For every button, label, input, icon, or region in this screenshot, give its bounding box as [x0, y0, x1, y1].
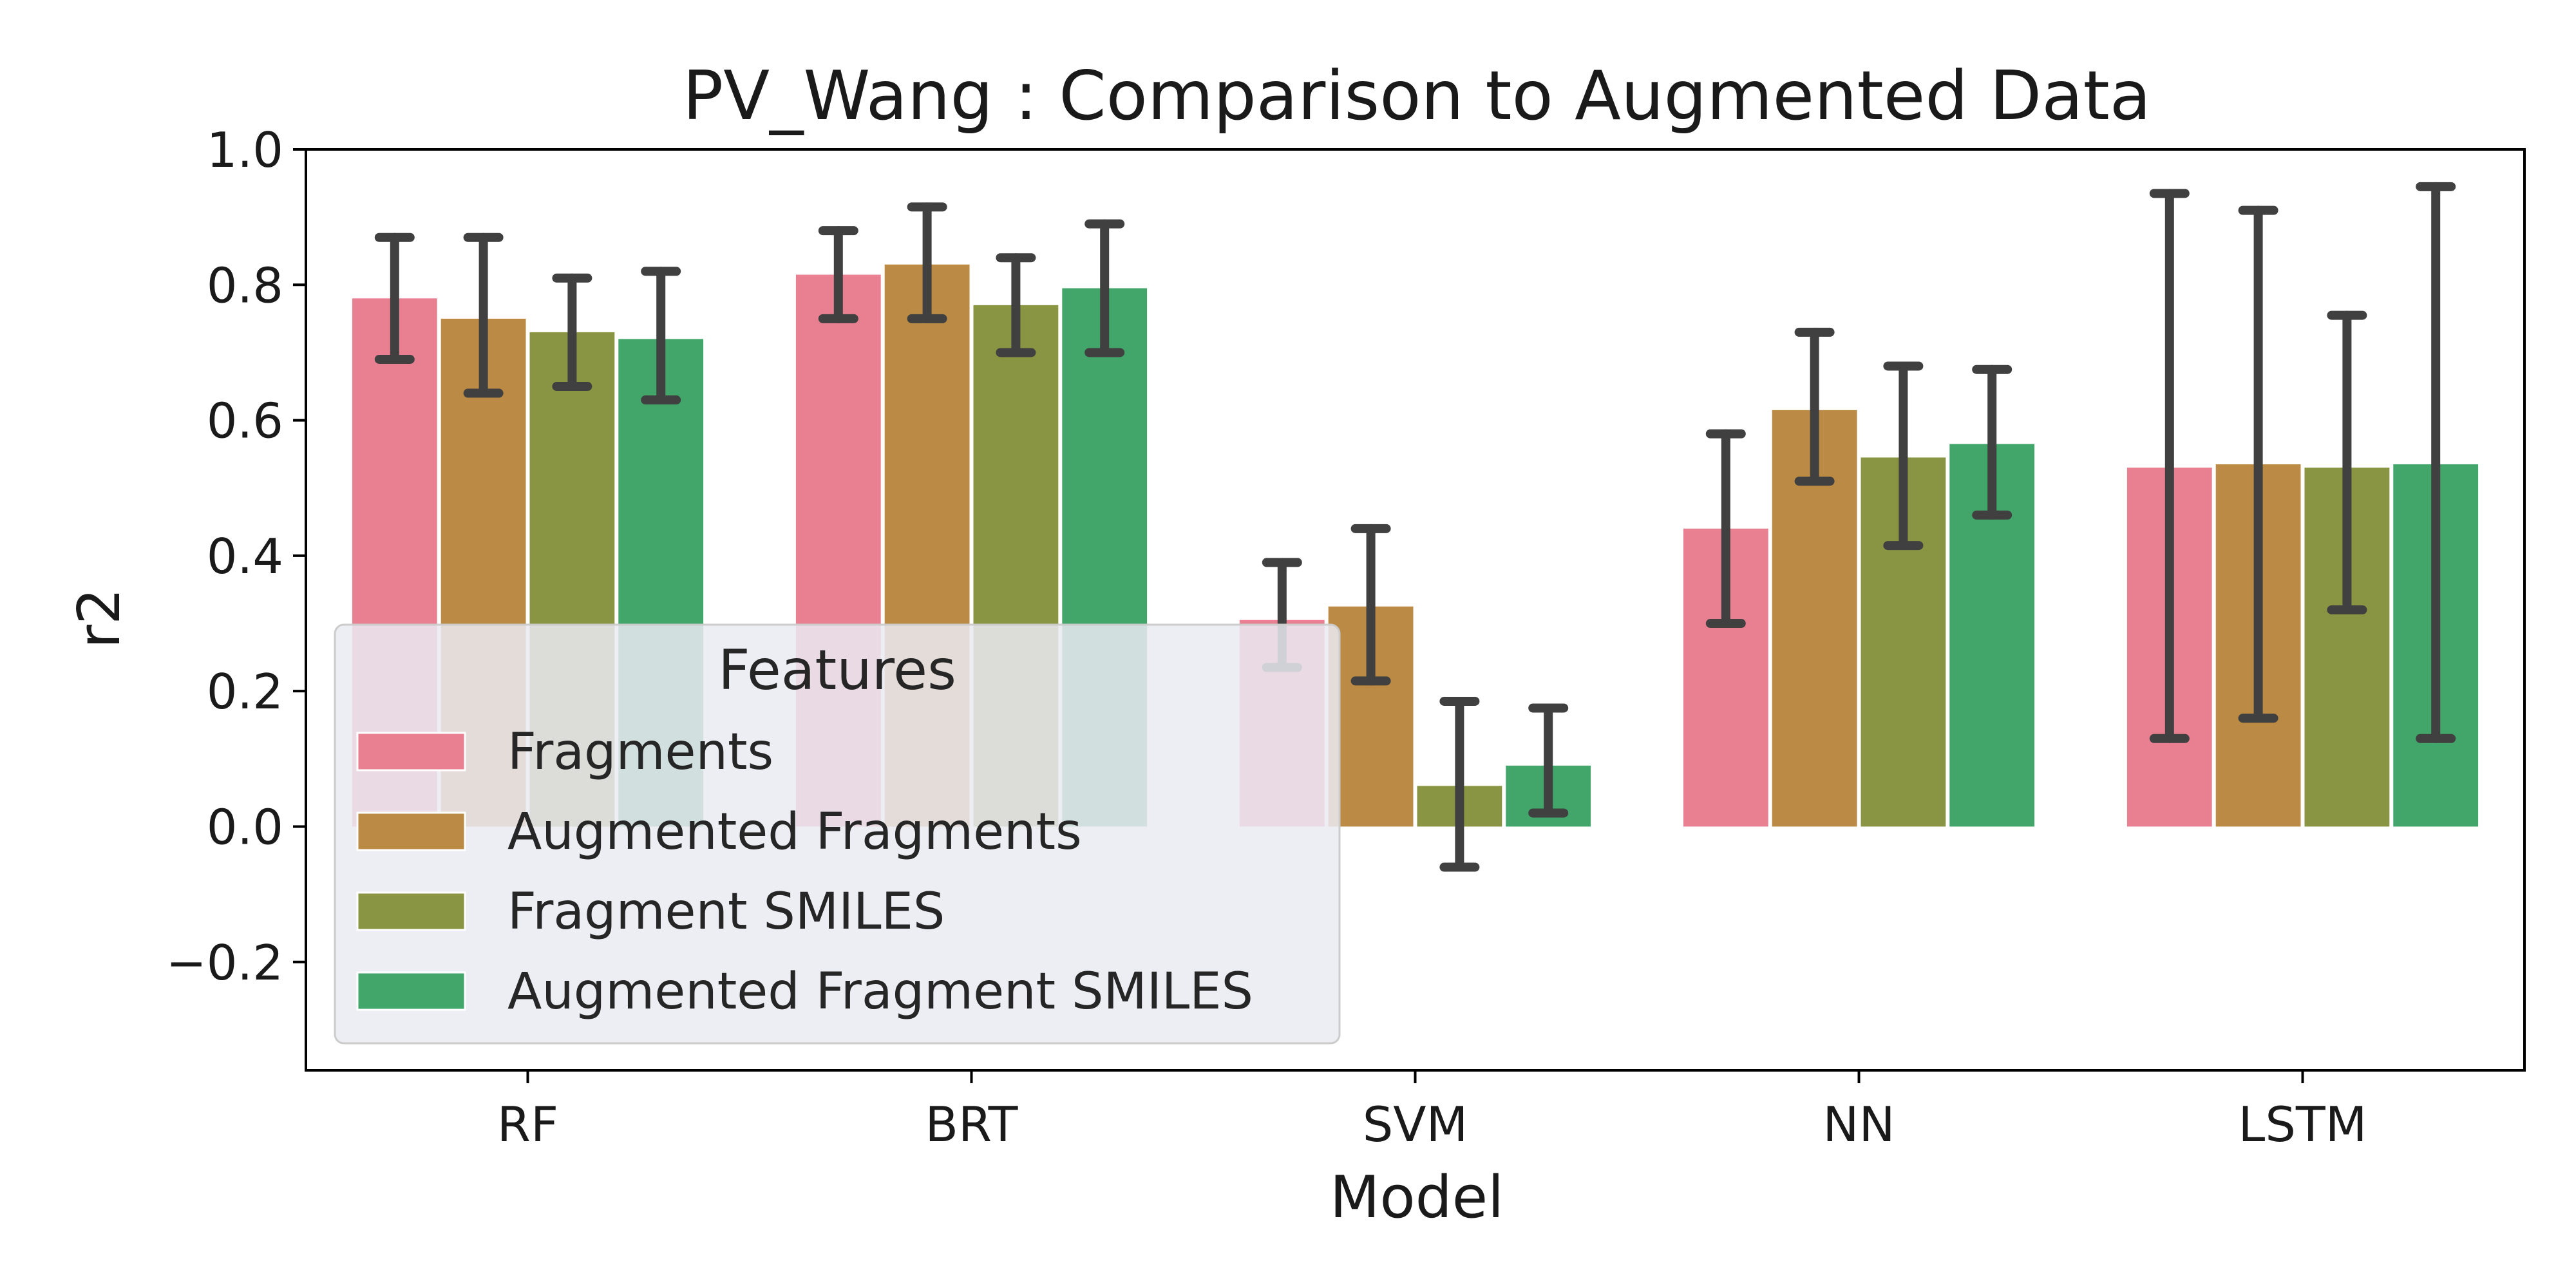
error-bar: [1883, 361, 1924, 551]
error-bar: [996, 253, 1036, 357]
legend-label: Augmented Fragment SMILES: [507, 963, 1253, 1021]
legend-swatch: [356, 732, 466, 772]
error-bar: [2416, 182, 2456, 743]
error-bar: [1705, 429, 1746, 629]
x-tick-label: BRT: [925, 1096, 1019, 1153]
y-tick-label: 0.4: [207, 528, 283, 585]
legend-item: Augmented Fragment SMILES: [356, 963, 1253, 1021]
legend-item: Fragment SMILES: [356, 883, 945, 941]
y-tick-label: −0.2: [166, 934, 283, 991]
y-tick-label: 0.6: [207, 393, 283, 450]
x-axis: RF BRT SVM NN LSTM: [497, 1070, 2367, 1153]
chart-title: PV_Wang : Comparison to Augmented Data: [683, 57, 2151, 135]
legend-swatch: [356, 971, 466, 1011]
error-bar: [374, 232, 415, 364]
error-bar: [1439, 696, 1480, 872]
error-bar: [907, 202, 947, 323]
error-bar: [1972, 365, 2012, 520]
legend-item: Augmented Fragments: [356, 803, 1082, 861]
error-bar: [1084, 219, 1125, 357]
y-tick-label: 0.8: [207, 257, 283, 314]
legend-label: Fragment SMILES: [507, 883, 945, 941]
legend-label: Fragments: [507, 723, 773, 781]
y-axis: −0.2 0.0 0.2 0.4 0.6 0.8 1.0: [166, 122, 306, 991]
error-bar: [641, 267, 681, 405]
legend-swatch: [356, 811, 466, 851]
x-tick-label: LSTM: [2239, 1096, 2367, 1153]
y-tick-label: 0.2: [207, 663, 283, 720]
x-axis-title: Model: [1330, 1164, 1504, 1231]
y-tick-label: 0.0: [207, 799, 283, 855]
legend-item: Fragments: [356, 723, 773, 781]
error-bar: [1350, 524, 1391, 686]
legend-label: Augmented Fragments: [507, 803, 1082, 861]
error-bars-layer: [374, 182, 2456, 872]
legend-title: Features: [718, 638, 956, 703]
error-bar: [463, 232, 504, 398]
y-axis-title: r2: [66, 588, 133, 649]
error-bar: [818, 226, 858, 323]
error-bar: [2238, 205, 2278, 723]
legend-box: [334, 623, 1341, 1045]
error-bar: [2327, 310, 2367, 614]
x-tick-label: SVM: [1363, 1096, 1468, 1153]
error-bar: [2149, 189, 2190, 743]
error-bar: [1794, 327, 1835, 486]
x-tick-label: NN: [1823, 1096, 1895, 1153]
legend-swatch: [356, 891, 466, 931]
error-bar: [1528, 703, 1569, 818]
legend-items: Fragments Augmented Fragments Fragment SMI…: [356, 723, 1253, 1021]
y-tick-label: 1.0: [207, 122, 283, 178]
x-tick-label: RF: [497, 1096, 558, 1153]
error-bar: [552, 273, 592, 392]
